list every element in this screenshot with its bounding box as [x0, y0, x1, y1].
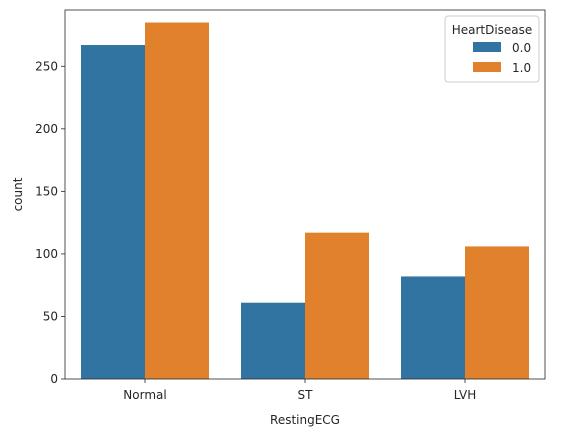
x-tick-label: LVH — [454, 388, 477, 402]
bar-lvh-series-1 — [465, 246, 529, 379]
y-tick-label: 100 — [35, 247, 58, 261]
x-axis-label: RestingECG — [270, 413, 340, 427]
y-tick-label: 150 — [35, 184, 58, 198]
bar-st-series-1 — [305, 233, 369, 379]
x-axis: Normal ST LVH — [123, 379, 476, 402]
y-tick-label: 200 — [35, 122, 58, 136]
legend-label-0: 0.0 — [512, 41, 531, 55]
x-tick-label: Normal — [123, 388, 166, 402]
legend-label-1: 1.0 — [512, 61, 531, 75]
bar-normal-series-1 — [145, 23, 209, 379]
bar-st-series-0 — [241, 303, 305, 379]
y-tick-label: 250 — [35, 59, 58, 73]
bar-normal-series-0 — [81, 45, 145, 379]
y-axis: 0 50 100 150 200 250 — [35, 59, 65, 386]
legend-title: HeartDisease — [452, 23, 533, 37]
x-tick-label: ST — [298, 388, 314, 402]
y-tick-label: 50 — [43, 309, 58, 323]
legend-swatch-0 — [473, 42, 501, 52]
bar-lvh-series-0 — [401, 276, 465, 379]
legend: HeartDisease 0.0 1.0 — [445, 16, 539, 82]
legend-swatch-1 — [473, 62, 501, 72]
y-tick-label: 0 — [50, 372, 58, 386]
y-axis-label: count — [11, 177, 25, 211]
